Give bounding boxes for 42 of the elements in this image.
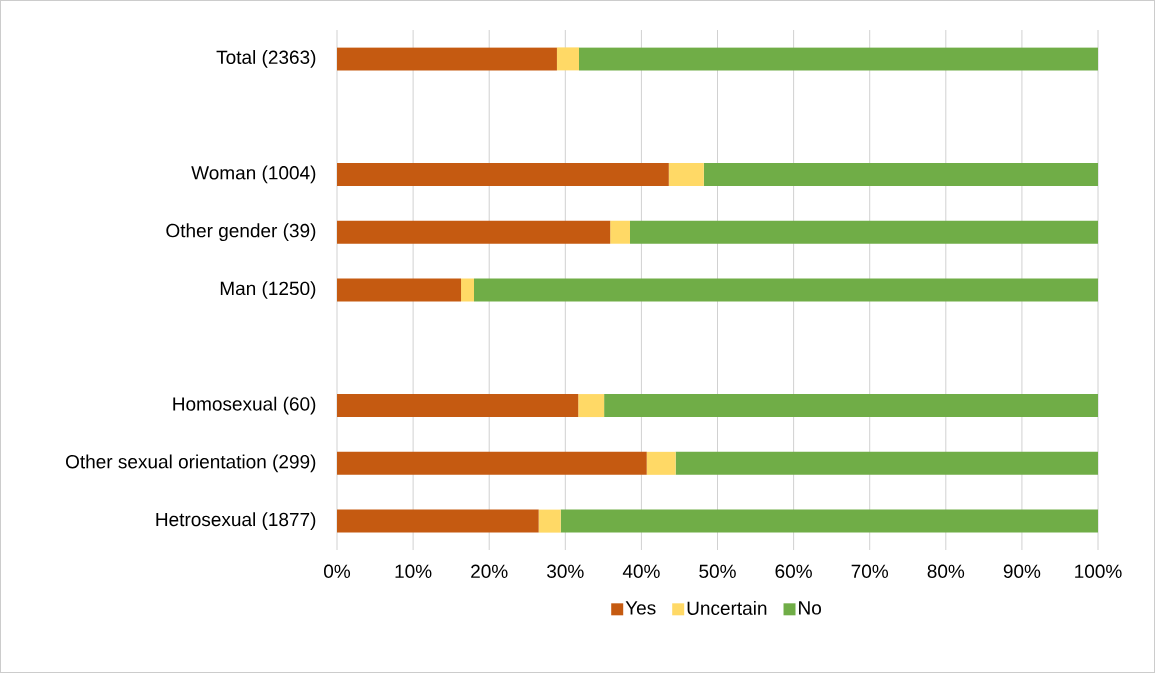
x-tick-label: 30% <box>547 564 584 578</box>
x-tick-label: 90% <box>1003 564 1041 578</box>
x-tick-label: 40% <box>622 564 660 578</box>
y-tick-label: Total (2363) <box>216 50 316 68</box>
y-tick-label: Woman (1004) <box>191 165 316 184</box>
x-tick-label: 0% <box>324 564 351 578</box>
y-tick-label: Other sexual orientation (299) <box>66 454 316 473</box>
x-tick-label: 80% <box>927 564 965 578</box>
bar <box>473 278 1099 302</box>
x-tick-label: 60% <box>775 564 812 578</box>
bar <box>337 278 462 302</box>
bar <box>538 509 561 533</box>
bar <box>337 394 579 418</box>
bar <box>675 451 1099 475</box>
y-tick-label: Other gender (39) <box>166 223 316 242</box>
x-tick-label: 10% <box>395 564 432 578</box>
bar <box>556 47 580 71</box>
x-tick-label: 20% <box>471 564 508 578</box>
bar <box>579 47 1099 71</box>
legend-label: Yes <box>625 601 656 615</box>
bar <box>604 394 1099 418</box>
legend-label: Uncertain <box>687 601 767 615</box>
x-tick-label: 100% <box>1075 564 1122 578</box>
bar <box>337 162 669 186</box>
bar <box>560 509 1099 533</box>
y-tick-label: Hetrosexual (1877) <box>156 512 316 530</box>
bar <box>610 220 630 244</box>
legend-label: No <box>799 601 822 615</box>
bar <box>646 451 676 475</box>
bar <box>337 220 611 244</box>
y-tick-label: Homosexual (60) <box>173 396 316 415</box>
bar <box>578 394 605 418</box>
bar <box>668 162 704 186</box>
bar <box>629 220 1099 244</box>
bar <box>337 509 539 533</box>
bar <box>337 451 647 475</box>
bar <box>337 47 557 71</box>
x-tick-label: 50% <box>699 564 736 578</box>
x-tick-label: 70% <box>851 564 889 578</box>
y-tick-label: Man (1250) <box>220 281 316 299</box>
bar <box>703 162 1099 186</box>
bar <box>461 278 474 302</box>
